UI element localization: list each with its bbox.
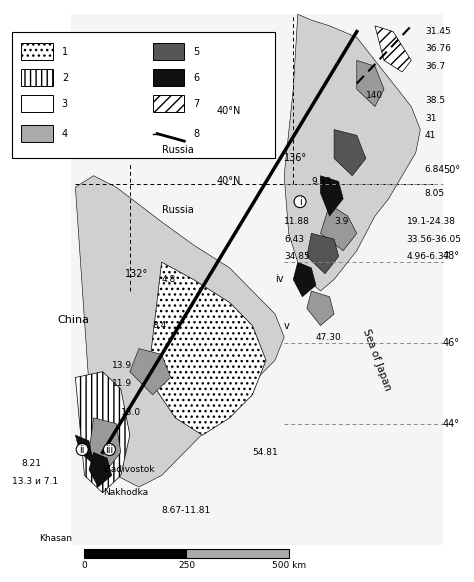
Text: 5: 5 xyxy=(193,47,200,57)
Polygon shape xyxy=(334,130,366,176)
Text: ii: ii xyxy=(80,445,85,455)
Text: 3.9: 3.9 xyxy=(334,217,348,226)
Text: 132°: 132° xyxy=(125,269,148,279)
Bar xyxy=(21,69,53,86)
Text: 11.9: 11.9 xyxy=(112,379,132,388)
Text: Sea of Japan: Sea of Japan xyxy=(361,328,393,392)
Polygon shape xyxy=(284,15,420,291)
Text: Khasan: Khasan xyxy=(39,534,72,544)
Polygon shape xyxy=(357,61,384,107)
Text: i: i xyxy=(299,197,301,207)
Text: 46°: 46° xyxy=(443,338,460,348)
Text: Russia: Russia xyxy=(162,205,193,215)
Text: 8.4: 8.4 xyxy=(153,321,167,330)
Text: 3: 3 xyxy=(62,99,68,109)
Text: 13.9: 13.9 xyxy=(112,361,132,370)
Polygon shape xyxy=(89,452,112,487)
Text: Vladivostok: Vladivostok xyxy=(103,465,155,474)
Text: 140: 140 xyxy=(366,91,383,100)
Polygon shape xyxy=(148,262,266,435)
Polygon shape xyxy=(320,176,343,216)
Text: 2: 2 xyxy=(62,73,68,83)
Text: iv: iv xyxy=(275,275,283,285)
Bar xyxy=(21,125,53,142)
Text: 33.56-36.05: 33.56-36.05 xyxy=(407,235,462,244)
Text: 8: 8 xyxy=(193,129,200,139)
Polygon shape xyxy=(130,349,171,395)
Polygon shape xyxy=(307,233,338,274)
Text: v: v xyxy=(284,321,290,331)
Polygon shape xyxy=(75,372,130,493)
Bar xyxy=(21,95,53,112)
Text: 4.96-6.37: 4.96-6.37 xyxy=(407,252,450,261)
Text: 31.45: 31.45 xyxy=(425,27,451,36)
Text: 40°N: 40°N xyxy=(216,106,240,116)
Text: 8.67-11.81: 8.67-11.81 xyxy=(162,506,211,514)
Text: 8.21: 8.21 xyxy=(21,459,41,469)
Text: 36.7: 36.7 xyxy=(425,62,445,70)
Text: 44°: 44° xyxy=(443,418,460,428)
Text: 250: 250 xyxy=(178,560,195,570)
Bar xyxy=(84,549,187,558)
Bar xyxy=(153,95,184,112)
Text: 11.88: 11.88 xyxy=(284,217,310,226)
Text: 50°: 50° xyxy=(443,165,460,175)
Text: 4.8: 4.8 xyxy=(162,275,176,284)
Text: 13.3 и 7.1: 13.3 и 7.1 xyxy=(12,477,58,486)
Text: 0: 0 xyxy=(82,560,87,570)
Text: 1: 1 xyxy=(62,47,68,57)
Text: ii: ii xyxy=(109,448,115,457)
Text: Nakhodka: Nakhodka xyxy=(103,488,148,497)
Text: 48°: 48° xyxy=(443,251,460,261)
Text: ii: ii xyxy=(82,445,88,455)
Text: 38.5: 38.5 xyxy=(425,96,445,105)
Polygon shape xyxy=(75,435,93,464)
Text: Russia: Russia xyxy=(162,145,193,155)
Polygon shape xyxy=(320,204,357,251)
Bar xyxy=(12,31,275,158)
Text: 6: 6 xyxy=(193,73,200,83)
Bar xyxy=(84,549,289,558)
Polygon shape xyxy=(307,291,334,325)
Text: China: China xyxy=(57,315,89,325)
Bar xyxy=(153,69,184,86)
Polygon shape xyxy=(293,262,316,297)
Text: 40°N: 40°N xyxy=(216,176,240,186)
Bar xyxy=(153,43,184,61)
Polygon shape xyxy=(75,176,284,487)
FancyBboxPatch shape xyxy=(71,15,443,545)
Bar xyxy=(21,43,53,61)
Text: 31: 31 xyxy=(425,113,437,123)
Text: 6.84: 6.84 xyxy=(425,165,445,175)
Polygon shape xyxy=(375,26,411,72)
Bar xyxy=(187,549,289,558)
Text: 136°: 136° xyxy=(284,154,307,164)
Text: 6.43: 6.43 xyxy=(284,235,304,244)
Text: 47.30: 47.30 xyxy=(316,333,342,342)
Text: 500 km: 500 km xyxy=(272,560,306,570)
Polygon shape xyxy=(89,418,121,470)
Text: 34.85: 34.85 xyxy=(284,252,310,261)
Text: 36.76: 36.76 xyxy=(425,44,451,54)
Text: 4: 4 xyxy=(62,129,68,139)
Text: 41: 41 xyxy=(425,131,436,140)
Text: 54.81: 54.81 xyxy=(252,448,278,457)
Text: 19.1-24.38: 19.1-24.38 xyxy=(407,217,456,226)
Text: 7: 7 xyxy=(193,99,200,109)
Text: 9.93: 9.93 xyxy=(311,177,331,186)
Text: 8.05: 8.05 xyxy=(425,189,445,197)
Text: iii: iii xyxy=(105,445,114,455)
Text: 13.0: 13.0 xyxy=(121,407,141,417)
